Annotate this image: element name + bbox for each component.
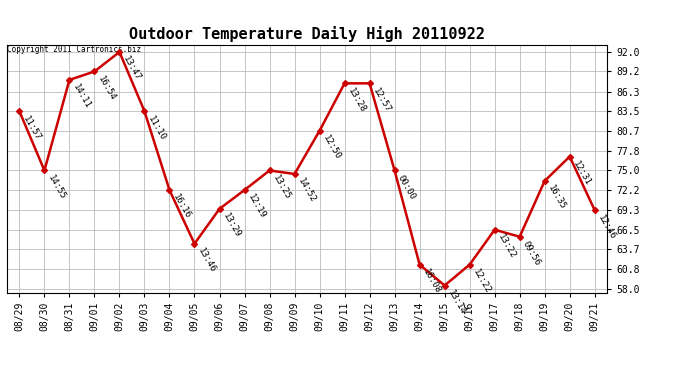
Text: 12:46: 12:46 — [596, 213, 618, 241]
Text: 13:22: 13:22 — [496, 232, 518, 260]
Text: 16:35: 16:35 — [546, 184, 567, 211]
Text: 14:52: 14:52 — [296, 177, 317, 204]
Text: 13:14: 13:14 — [446, 288, 467, 316]
Text: 14:11: 14:11 — [71, 82, 92, 110]
Text: 14:55: 14:55 — [46, 173, 67, 201]
Text: 09:56: 09:56 — [521, 240, 542, 267]
Text: 16:16: 16:16 — [171, 193, 192, 220]
Text: 13:29: 13:29 — [221, 211, 242, 239]
Text: 12:19: 12:19 — [246, 193, 267, 220]
Text: 16:54: 16:54 — [96, 74, 117, 102]
Text: 12:57: 12:57 — [371, 86, 392, 114]
Text: 11:57: 11:57 — [21, 114, 42, 142]
Text: 12:31: 12:31 — [571, 159, 592, 187]
Title: Outdoor Temperature Daily High 20110922: Outdoor Temperature Daily High 20110922 — [129, 27, 485, 42]
Text: 12:50: 12:50 — [321, 134, 342, 161]
Text: 13:47: 13:47 — [121, 55, 142, 82]
Text: 11:10: 11:10 — [146, 114, 167, 142]
Text: 13:25: 13:25 — [271, 173, 292, 201]
Text: 13:46: 13:46 — [196, 246, 217, 274]
Text: 16:08: 16:08 — [421, 267, 442, 295]
Text: 13:28: 13:28 — [346, 86, 367, 114]
Text: Copyright 2011 Cartronics.biz: Copyright 2011 Cartronics.biz — [7, 45, 141, 54]
Text: 12:22: 12:22 — [471, 267, 492, 295]
Text: 00:00: 00:00 — [396, 173, 417, 201]
